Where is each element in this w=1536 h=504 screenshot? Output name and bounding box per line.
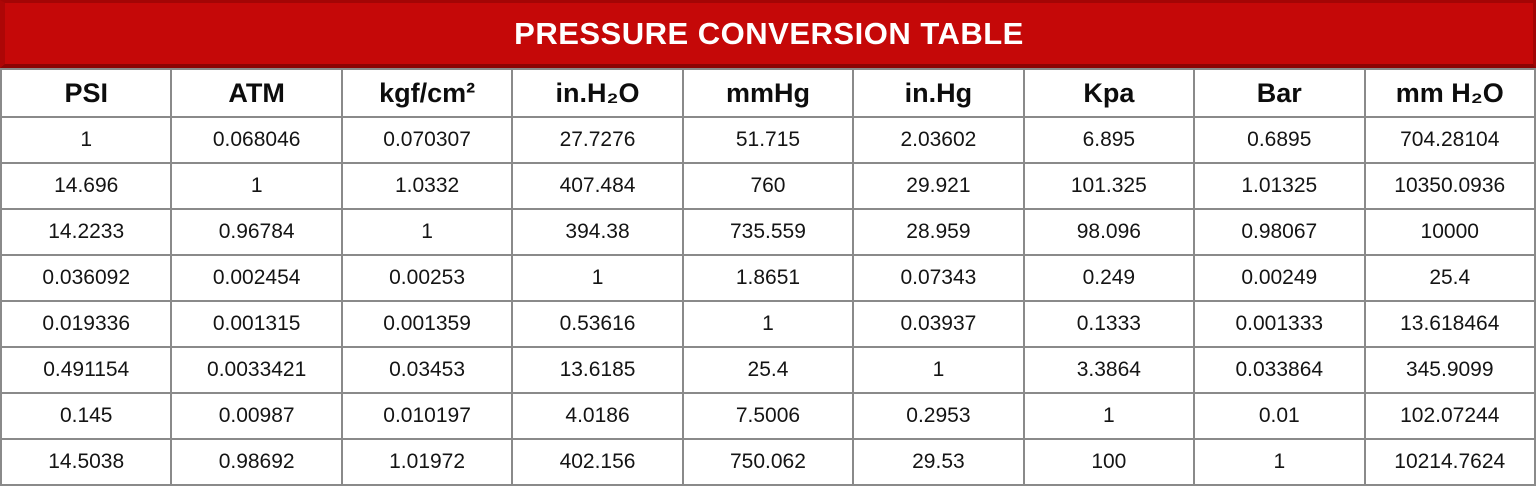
table-cell: 1 (681, 300, 855, 348)
table-cell: 1 (0, 116, 173, 164)
table-cell: 14.5038 (0, 438, 173, 486)
header-cell: Kpa (1022, 68, 1196, 118)
table-cell: 0.019336 (0, 300, 173, 348)
table-cell: 0.0033421 (170, 346, 343, 394)
table-cell: 0.249 (1022, 254, 1196, 302)
table-cell: 0.00253 (340, 254, 514, 302)
table-cell: 0.1333 (1022, 300, 1196, 348)
header-cell: kgf/cm² (340, 68, 514, 118)
header-row: PSI ATM kgf/cm² in.H₂O mmHg in.Hg Kpa Bar mm H₂O (0, 68, 1536, 118)
table-row: 0.019336 0.001315 0.001359 0.53616 1 0.03937 0… (0, 300, 1536, 348)
table-row: 14.696 1 1.0332 407.484 760 29.921 101.325 1.01… (0, 162, 1536, 210)
table-cell: 704.28104 (1363, 116, 1536, 164)
table-cell: 13.618464 (1363, 300, 1536, 348)
table-cell: 7.5006 (681, 392, 855, 440)
table-cell: 0.491154 (0, 346, 173, 394)
table-cell: 25.4 (1363, 254, 1536, 302)
table-cell: 10000 (1363, 208, 1536, 256)
table-cell: 1 (340, 208, 514, 256)
table-cell: 1 (511, 254, 684, 302)
table-cell: 3.3864 (1022, 346, 1196, 394)
table-cell: 29.53 (852, 438, 1025, 486)
table-cell: 1 (852, 346, 1025, 394)
table-cell: 0.03453 (340, 346, 514, 394)
header-cell: ATM (170, 68, 343, 118)
table-row: 0.145 0.00987 0.010197 4.0186 7.5006 0.2953 1 0… (0, 392, 1536, 440)
table-cell: 0.001315 (170, 300, 343, 348)
table-cell: 0.068046 (170, 116, 343, 164)
table-cell: 29.921 (852, 162, 1025, 210)
table-cell: 735.559 (681, 208, 855, 256)
pressure-conversion-table: PSI ATM kgf/cm² in.H₂O mmHg in.Hg Kpa Bar mm H₂O… (0, 68, 1536, 486)
table-cell: 0.98067 (1193, 208, 1366, 256)
table-cell: 27.7276 (511, 116, 684, 164)
table-cell: 13.6185 (511, 346, 684, 394)
table-cell: 25.4 (681, 346, 855, 394)
table-cell: 0.03937 (852, 300, 1025, 348)
table-cell: 760 (681, 162, 855, 210)
table-cell: 1.01325 (1193, 162, 1366, 210)
table-cell: 407.484 (511, 162, 684, 210)
header-cell: Bar (1193, 68, 1366, 118)
table-cell: 0.01 (1193, 392, 1366, 440)
table-cell: 0.96784 (170, 208, 343, 256)
table-cell: 750.062 (681, 438, 855, 486)
page-title: PRESSURE CONVERSION TABLE (514, 15, 1024, 51)
table-cell: 0.2953 (852, 392, 1025, 440)
table-cell: 0.001333 (1193, 300, 1366, 348)
table-cell: 1.0332 (340, 162, 514, 210)
table-cell: 0.98692 (170, 438, 343, 486)
table-cell: 101.325 (1022, 162, 1196, 210)
table-cell: 28.959 (852, 208, 1025, 256)
table-cell: 98.096 (1022, 208, 1196, 256)
table-cell: 0.00249 (1193, 254, 1366, 302)
table-cell: 0.53616 (511, 300, 684, 348)
header-cell: in.H₂O (511, 68, 684, 118)
table-cell: 345.9099 (1363, 346, 1536, 394)
header-cell: PSI (0, 68, 173, 118)
title-banner: PRESSURE CONVERSION TABLE (0, 0, 1536, 68)
header-cell: mmHg (681, 68, 855, 118)
table-row: 14.2233 0.96784 1 394.38 735.559 28.959 98.096… (0, 208, 1536, 256)
table-cell: 0.070307 (340, 116, 514, 164)
header-cell: mm H₂O (1363, 68, 1536, 118)
table-cell: 2.03602 (852, 116, 1025, 164)
table-cell: 100 (1022, 438, 1196, 486)
table-cell: 394.38 (511, 208, 684, 256)
table-cell: 0.6895 (1193, 116, 1366, 164)
table-cell: 4.0186 (511, 392, 684, 440)
table-cell: 14.696 (0, 162, 173, 210)
table-cell: 10350.0936 (1363, 162, 1536, 210)
table-cell: 6.895 (1022, 116, 1196, 164)
table-cell: 14.2233 (0, 208, 173, 256)
table-cell: 1 (1193, 438, 1366, 486)
table-cell: 0.001359 (340, 300, 514, 348)
table-cell: 0.002454 (170, 254, 343, 302)
table-cell: 0.145 (0, 392, 173, 440)
table-cell: 0.010197 (340, 392, 514, 440)
table-cell: 0.036092 (0, 254, 173, 302)
table-row: 0.036092 0.002454 0.00253 1 1.8651 0.07343 0.2… (0, 254, 1536, 302)
table-cell: 0.07343 (852, 254, 1025, 302)
table-cell: 51.715 (681, 116, 855, 164)
table-cell: 1.8651 (681, 254, 855, 302)
table-cell: 1 (170, 162, 343, 210)
table-cell: 0.00987 (170, 392, 343, 440)
table-cell: 1 (1022, 392, 1196, 440)
table-cell: 10214.7624 (1363, 438, 1536, 486)
table-row: 1 0.068046 0.070307 27.7276 51.715 2.03602 6.8… (0, 116, 1536, 164)
header-cell: in.Hg (852, 68, 1025, 118)
table-row: 14.5038 0.98692 1.01972 402.156 750.062 29.53… (0, 438, 1536, 486)
table-row: 0.491154 0.0033421 0.03453 13.6185 25.4 1 3.38… (0, 346, 1536, 394)
table-cell: 102.07244 (1363, 392, 1536, 440)
table-cell: 0.033864 (1193, 346, 1366, 394)
table-body: 1 0.068046 0.070307 27.7276 51.715 2.03602 6.8… (0, 116, 1536, 486)
table-cell: 1.01972 (340, 438, 514, 486)
table-cell: 402.156 (511, 438, 684, 486)
